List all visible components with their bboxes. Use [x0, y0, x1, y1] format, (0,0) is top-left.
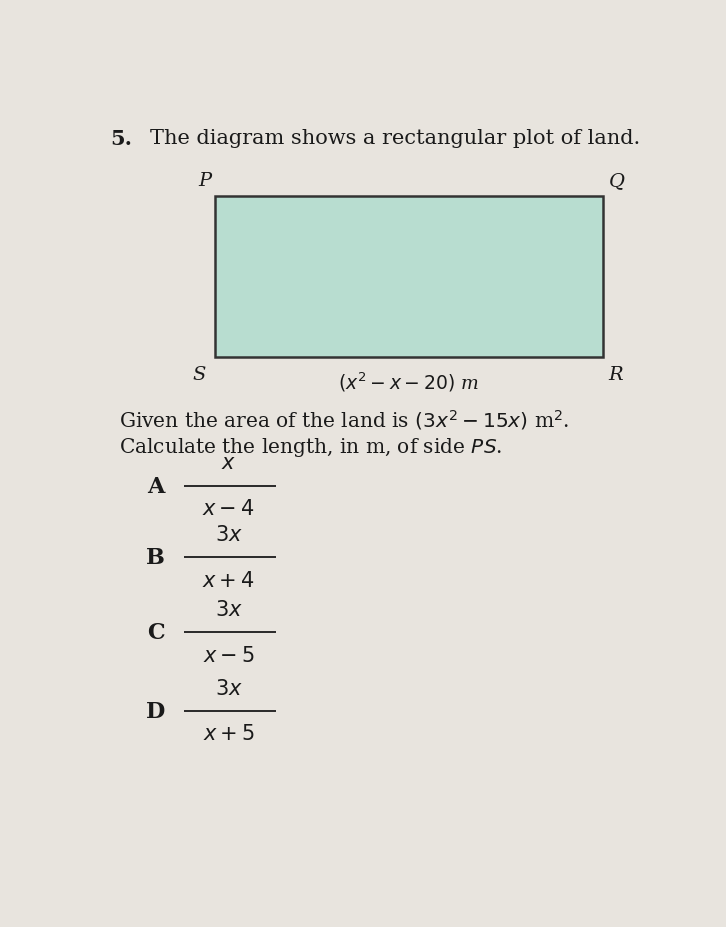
Text: Q: Q [608, 171, 624, 190]
Text: $(x^2-x-20)$ m: $(x^2-x-20)$ m [338, 371, 479, 394]
Text: $x+5$: $x+5$ [203, 724, 255, 743]
Text: 5.: 5. [110, 129, 132, 149]
Text: R: R [608, 366, 623, 384]
Text: The diagram shows a rectangular plot of land.: The diagram shows a rectangular plot of … [150, 129, 640, 148]
Text: Calculate the length, in m, of side $PS$.: Calculate the length, in m, of side $PS$… [119, 436, 502, 459]
Text: $x-5$: $x-5$ [203, 645, 255, 666]
Text: C: C [147, 621, 164, 643]
Bar [215, 197, 603, 358]
Text: $x$: $x$ [221, 453, 236, 473]
Text: A: A [147, 475, 164, 497]
Text: S: S [192, 366, 206, 384]
Text: P: P [199, 171, 212, 190]
Text: $3x$: $3x$ [215, 525, 242, 544]
Text: $3x$: $3x$ [215, 678, 242, 698]
Text: Given the area of the land is $(3x^2 - 15x)$ m$^2$.: Given the area of the land is $(3x^2 - 1… [119, 408, 569, 431]
Text: $x+4$: $x+4$ [203, 570, 255, 590]
Text: $3x$: $3x$ [215, 600, 242, 619]
Text: B: B [146, 546, 165, 568]
Text: D: D [146, 700, 165, 722]
Text: $x-4$: $x-4$ [203, 499, 255, 519]
